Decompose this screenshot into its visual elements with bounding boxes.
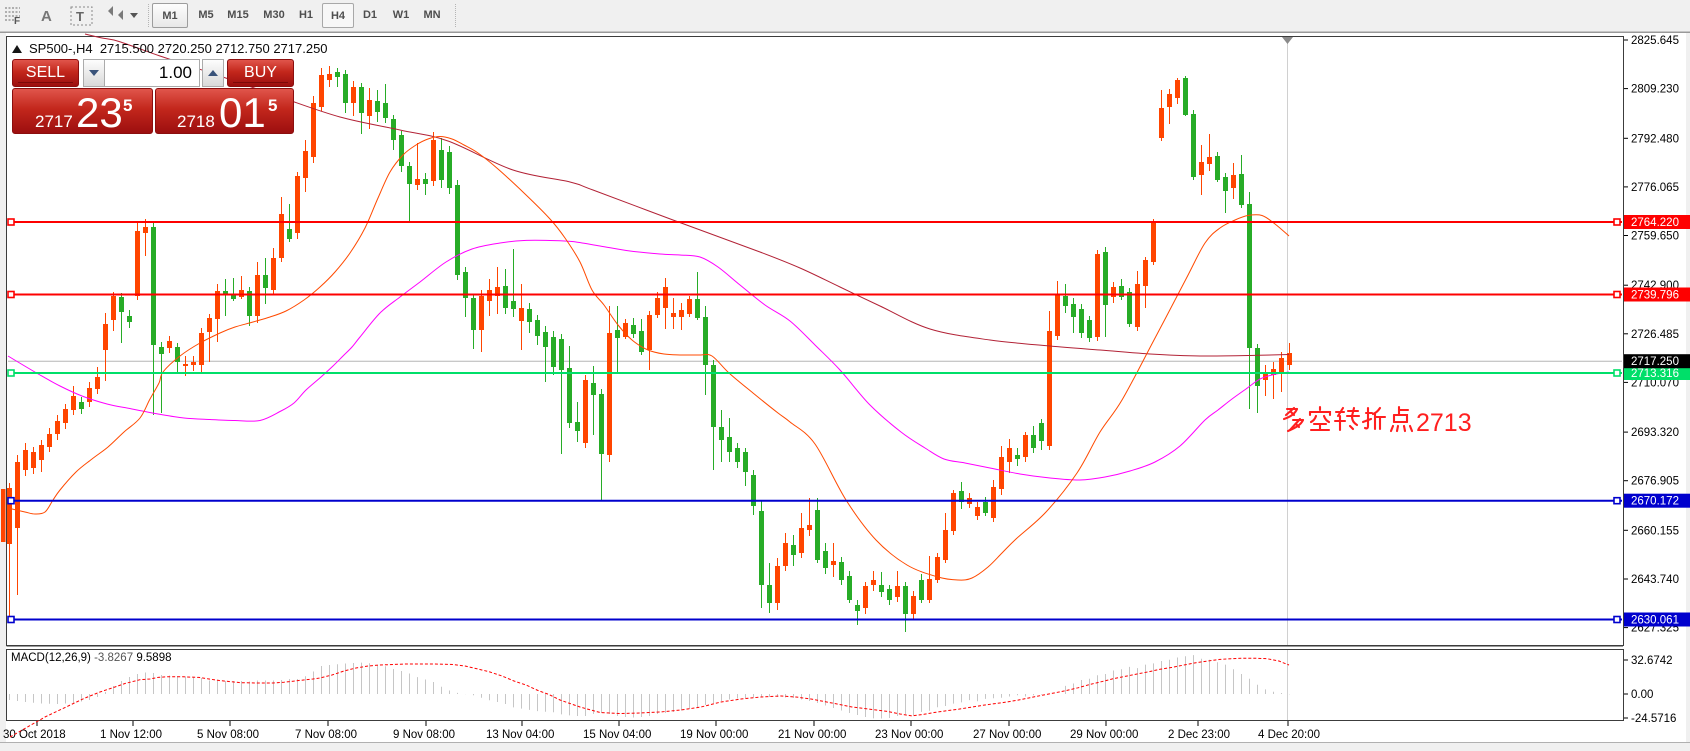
svg-text:2739.796: 2739.796 (1631, 290, 1679, 302)
svg-text:1 Nov 12:00: 1 Nov 12:00 (100, 729, 162, 741)
svg-text:2670.172: 2670.172 (1631, 496, 1679, 508)
svg-text:T: T (76, 9, 84, 24)
svg-text:2713.316: 2713.316 (1631, 368, 1679, 380)
svg-text:2643.740: 2643.740 (1631, 574, 1679, 586)
svg-text:2759.650: 2759.650 (1631, 231, 1679, 243)
svg-text:4 Dec 20:00: 4 Dec 20:00 (1258, 729, 1320, 741)
svg-text:2726.485: 2726.485 (1631, 329, 1679, 341)
svg-text:27 Nov 00:00: 27 Nov 00:00 (973, 729, 1041, 741)
svg-text:19 Nov 00:00: 19 Nov 00:00 (680, 729, 748, 741)
svg-text:7 Nov 08:00: 7 Nov 08:00 (295, 729, 357, 741)
svg-text:2676.905: 2676.905 (1631, 476, 1679, 488)
svg-text:13 Nov 04:00: 13 Nov 04:00 (486, 729, 554, 741)
svg-text:15 Nov 04:00: 15 Nov 04:00 (583, 729, 651, 741)
svg-text:23 Nov 00:00: 23 Nov 00:00 (875, 729, 943, 741)
svg-text:2713: 2713 (1416, 409, 1472, 437)
svg-text:2809.230: 2809.230 (1631, 84, 1679, 96)
svg-text:2825.645: 2825.645 (1631, 35, 1679, 47)
svg-text:29 Nov 00:00: 29 Nov 00:00 (1070, 729, 1138, 741)
svg-text:32.6742: 32.6742 (1631, 655, 1673, 667)
svg-text:2 Dec 23:00: 2 Dec 23:00 (1168, 729, 1230, 741)
svg-text:2660.155: 2660.155 (1631, 525, 1679, 537)
svg-text:2630.061: 2630.061 (1631, 615, 1679, 627)
svg-text:2717.250: 2717.250 (1631, 356, 1679, 368)
svg-text:2710.070: 2710.070 (1631, 377, 1679, 389)
svg-text:-24.5716: -24.5716 (1631, 713, 1676, 725)
svg-text:0.00: 0.00 (1631, 689, 1653, 701)
svg-text:A: A (41, 8, 52, 25)
svg-text:2764.220: 2764.220 (1631, 217, 1679, 229)
svg-text:2792.480: 2792.480 (1631, 133, 1679, 145)
svg-text:9 Nov 08:00: 9 Nov 08:00 (393, 729, 455, 741)
svg-text:F: F (14, 16, 20, 27)
svg-text:MACD(12,26,9) -3.8267 9.5898: MACD(12,26,9) -3.8267 9.5898 (11, 652, 172, 664)
svg-text:30 Oct 2018: 30 Oct 2018 (3, 729, 66, 741)
svg-text:2776.065: 2776.065 (1631, 182, 1679, 194)
svg-text:5 Nov 08:00: 5 Nov 08:00 (197, 729, 259, 741)
svg-text:21 Nov 00:00: 21 Nov 00:00 (778, 729, 846, 741)
svg-text:2693.320: 2693.320 (1631, 427, 1679, 439)
